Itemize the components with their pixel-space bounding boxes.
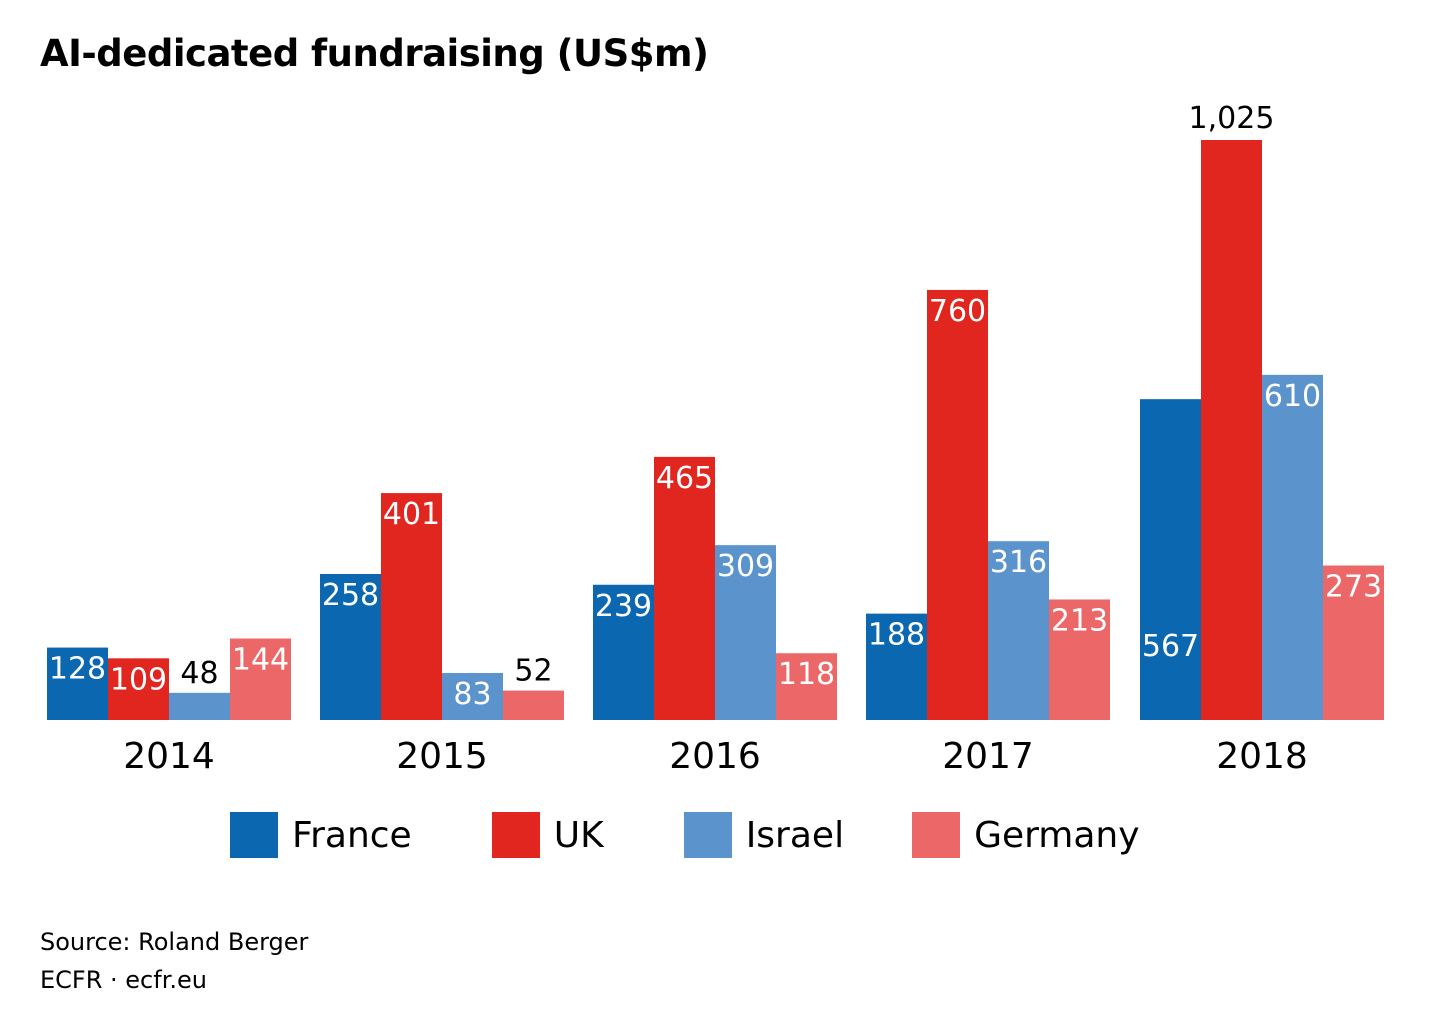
legend-label-uk: UK xyxy=(553,814,604,856)
bar-uk-2015 xyxy=(381,493,442,720)
bar-france-2017 xyxy=(866,613,927,720)
bar-germany-2016 xyxy=(776,653,837,720)
data-label-israel-2017: 316 xyxy=(990,545,1047,580)
legend-swatch-france xyxy=(230,812,278,858)
bar-germany-2014 xyxy=(230,638,291,720)
bar-france-2015 xyxy=(320,574,381,720)
bar-france-2016 xyxy=(593,584,654,720)
data-label-israel-2015: 83 xyxy=(453,677,491,712)
bar-israel-2014 xyxy=(169,692,230,720)
bar-france-2018 xyxy=(1140,399,1201,720)
data-label-germany-2018: 273 xyxy=(1325,570,1382,605)
legend-item-israel: Israel xyxy=(683,812,845,858)
x-tick-label-2017: 2017 xyxy=(942,736,1034,777)
data-label-uk-2017: 760 xyxy=(929,294,986,329)
data-label-germany-2014: 144 xyxy=(232,643,289,678)
bar-israel-2016 xyxy=(715,545,776,720)
bar-germany-2015 xyxy=(503,690,564,720)
bar-uk-2017 xyxy=(927,289,988,720)
data-label-uk-2016: 465 xyxy=(656,461,713,496)
chart-title: AI-dedicated fundraising (US$m) xyxy=(40,32,709,75)
data-label-uk-2014: 109 xyxy=(110,662,167,697)
data-label-israel-2014: 48 xyxy=(180,656,218,691)
legend-item-uk: UK xyxy=(491,812,604,858)
bar-uk-2016 xyxy=(654,456,715,720)
bar-chart: 128 109 48 144 258 401 83 52 239 465 309 118 188 760 3… xyxy=(47,101,1384,777)
data-label-france-2018: 567 xyxy=(1142,629,1199,664)
x-axis-ticks: 2014 2015 2016 2017 2018 xyxy=(123,736,1308,777)
source-note: Source: Roland Berger xyxy=(40,928,309,956)
data-label-germany-2016: 118 xyxy=(778,657,835,692)
credit-note: ECFR · ecfr.eu xyxy=(40,966,207,994)
data-label-france-2016: 239 xyxy=(595,589,652,624)
x-tick-label-2014: 2014 xyxy=(123,736,215,777)
bar-uk-2014 xyxy=(108,658,169,720)
bar-israel-2015 xyxy=(442,673,503,720)
data-label-uk-2018: 1,025 xyxy=(1189,101,1275,136)
data-label-germany-2017: 213 xyxy=(1051,603,1108,638)
bars-layer xyxy=(47,140,1384,720)
data-label-france-2017: 188 xyxy=(868,618,925,653)
legend-label-germany: Germany xyxy=(974,814,1140,856)
bar-uk-2018 xyxy=(1201,140,1262,720)
data-label-france-2014: 128 xyxy=(49,652,106,687)
x-tick-label-2018: 2018 xyxy=(1216,736,1308,777)
x-tick-label-2015: 2015 xyxy=(396,736,488,777)
bar-france-2014 xyxy=(47,647,108,720)
bar-israel-2018 xyxy=(1262,374,1323,720)
data-label-france-2015: 258 xyxy=(322,578,379,613)
legend-item-germany: Germany xyxy=(912,812,1140,858)
data-label-israel-2016: 309 xyxy=(717,549,774,584)
x-tick-label-2016: 2016 xyxy=(669,736,761,777)
legend-item-france: France xyxy=(230,812,412,858)
data-label-germany-2015: 52 xyxy=(514,654,552,689)
legend-label-israel: Israel xyxy=(745,814,845,856)
bar-labels-layer: 128 109 48 144 258 401 83 52 239 465 309 118 188 760 3… xyxy=(49,101,1382,712)
legend-label-france: France xyxy=(292,814,412,856)
legend-swatch-israel xyxy=(683,812,732,858)
bar-germany-2017 xyxy=(1049,599,1110,720)
bar-germany-2018 xyxy=(1323,565,1384,720)
legend: France UK Israel Germany xyxy=(230,812,1140,858)
data-label-israel-2018: 610 xyxy=(1264,379,1321,414)
legend-swatch-uk xyxy=(491,812,540,858)
legend-swatch-germany xyxy=(912,812,961,858)
bar-israel-2017 xyxy=(988,541,1049,720)
data-label-uk-2015: 401 xyxy=(383,497,440,532)
